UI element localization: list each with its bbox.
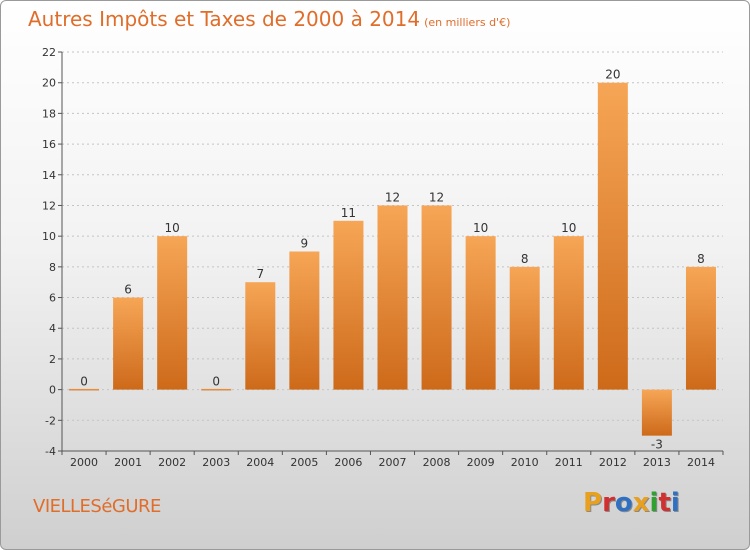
data-label-2010: 8 <box>521 252 529 266</box>
bar-2008 <box>421 205 452 390</box>
y-tick-label-3: 2 <box>49 353 56 366</box>
y-tick-label-11: 18 <box>42 107 56 120</box>
logo-letter: x <box>632 488 650 518</box>
data-label-2003: 0 <box>212 375 220 389</box>
y-tick-label-9: 14 <box>42 169 56 182</box>
data-labels: 0 6 10 0 7 9 11 12 12 10 8 10 20 -3 8 <box>80 68 705 452</box>
x-tick-label-2007: 2007 <box>379 456 407 469</box>
data-label-2000: 0 <box>80 375 88 389</box>
bar-2001 <box>113 297 144 390</box>
logo-letter: t <box>658 488 671 518</box>
x-tick-label-2001: 2001 <box>114 456 142 469</box>
y-tick-label-10: 16 <box>42 138 56 151</box>
y-tick-label-2: 0 <box>49 384 56 397</box>
y-axis-ticks: -4 -2 0 2 4 6 8 10 12 14 16 18 20 22 <box>42 46 62 458</box>
x-tick-label-2006: 2006 <box>334 456 362 469</box>
bar-2002 <box>157 236 188 390</box>
bar-2014 <box>685 266 716 390</box>
data-label-2009: 10 <box>473 221 488 235</box>
bar-2012 <box>597 82 628 390</box>
axes <box>61 52 723 452</box>
bar-2006 <box>333 220 364 390</box>
x-tick-label-2003: 2003 <box>202 456 230 469</box>
bar-2009 <box>465 236 496 390</box>
x-tick-label-2011: 2011 <box>555 456 583 469</box>
bar-2010 <box>509 266 540 390</box>
y-tick-label-4: 4 <box>49 322 56 335</box>
bar-2013 <box>641 389 672 436</box>
x-tick-label-2014: 2014 <box>687 456 715 469</box>
x-axis-ticks: 2000 2001 2002 2003 2004 2005 2006 2007 2008 2009… <box>61 451 724 469</box>
data-label-2007: 12 <box>385 190 400 204</box>
x-tick-label-2002: 2002 <box>158 456 186 469</box>
x-tick-label-2008: 2008 <box>423 456 451 469</box>
data-label-2008: 12 <box>429 190 444 204</box>
logo-letter: P <box>583 488 603 518</box>
x-tick-label-2012: 2012 <box>599 456 627 469</box>
x-tick-label-2004: 2004 <box>246 456 274 469</box>
x-tick-label-2010: 2010 <box>511 456 539 469</box>
y-tick-label-7: 10 <box>42 230 56 243</box>
y-tick-label-6: 8 <box>49 261 56 274</box>
x-tick-label-2000: 2000 <box>70 456 98 469</box>
place-name: VIELLESéGURE <box>33 496 161 517</box>
logo-letter: o <box>614 488 633 518</box>
logo-letter: i <box>649 488 659 518</box>
y-tick-label-0: -4 <box>45 445 56 458</box>
data-label-2014: 8 <box>697 252 705 266</box>
data-label-2013: -3 <box>651 438 663 452</box>
data-label-2001: 6 <box>124 283 132 297</box>
data-label-2012: 20 <box>605 68 620 82</box>
chart-title-text: Autres Impôts et Taxes de 2000 à 2014 <box>28 7 421 31</box>
logo-letter: i <box>670 488 680 518</box>
x-tick-label-2005: 2005 <box>290 456 318 469</box>
bar-2000 <box>69 388 100 391</box>
y-tick-label-8: 12 <box>42 199 56 212</box>
data-label-2005: 9 <box>301 237 309 251</box>
bar-2003 <box>201 388 232 391</box>
bar-2011 <box>553 236 584 390</box>
logo-letter: r <box>602 488 615 518</box>
y-tick-label-5: 6 <box>49 292 56 305</box>
y-tick-label-13: 22 <box>42 46 56 59</box>
data-label-2004: 7 <box>256 267 264 281</box>
x-tick-label-2013: 2013 <box>643 456 671 469</box>
bars <box>69 82 716 436</box>
proxiti-logo: Proxiti <box>583 488 680 518</box>
bar-2005 <box>289 251 320 390</box>
x-tick-label-2009: 2009 <box>467 456 495 469</box>
chart-title: Autres Impôts et Taxes de 2000 à 2014 (en… <box>28 7 510 31</box>
data-label-2011: 10 <box>561 221 576 235</box>
bar-2004 <box>245 282 276 390</box>
data-label-2006: 11 <box>341 206 356 220</box>
y-tick-label-1: -2 <box>45 414 56 427</box>
bar-2007 <box>377 205 408 390</box>
data-label-2002: 10 <box>165 221 180 235</box>
y-tick-label-12: 20 <box>42 77 56 90</box>
chart-unit: (en milliers d'€) <box>424 16 511 29</box>
